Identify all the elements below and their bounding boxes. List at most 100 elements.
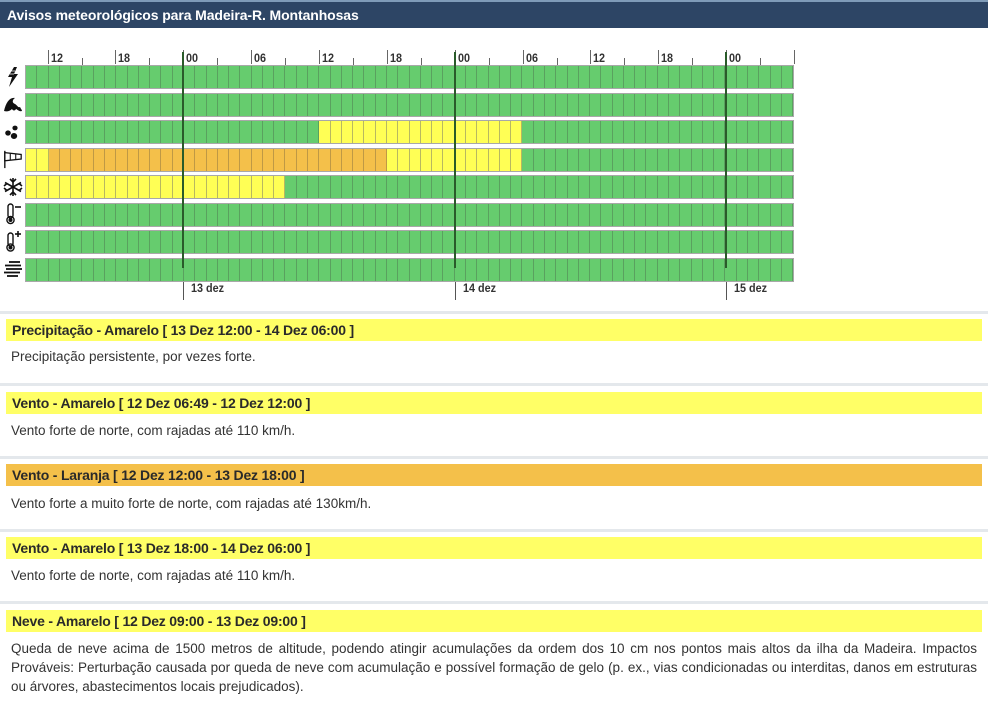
hour-cell[interactable] [567,66,579,88]
hour-cell[interactable] [127,121,139,143]
hour-cell[interactable] [353,176,365,198]
hour-cell[interactable] [443,231,455,253]
hour-cell[interactable] [770,121,782,143]
hour-cell[interactable] [702,204,715,226]
hour-cell[interactable] [319,231,331,253]
hour-cell[interactable] [262,94,275,116]
hour-cell[interactable] [635,149,647,171]
hour-cell[interactable] [499,204,512,226]
hour-cell[interactable] [556,231,568,253]
hour-cell[interactable] [499,176,512,198]
hour-cell[interactable] [465,259,478,281]
hour-cell[interactable] [432,204,444,226]
hour-cell[interactable] [285,94,297,116]
hour-cell[interactable] [680,94,692,116]
hour-cell[interactable] [364,66,376,88]
hour-cell[interactable] [82,259,94,281]
hour-cell[interactable] [229,66,241,88]
hour-cell[interactable] [195,66,207,88]
hour-cell[interactable] [635,66,647,88]
hour-cell[interactable] [59,231,72,253]
hour-cell[interactable] [646,121,658,143]
hour-cell[interactable] [183,94,196,116]
hour-cell[interactable] [262,176,275,198]
hour-cell[interactable] [138,121,151,143]
hour-cell[interactable] [635,259,647,281]
hour-cell[interactable] [725,204,737,226]
hour-cell[interactable] [161,231,173,253]
hour-cell[interactable] [601,149,613,171]
hour-cell[interactable] [691,121,703,143]
hour-cell[interactable] [781,259,794,281]
hour-cell[interactable] [183,259,196,281]
hour-cell[interactable] [195,204,207,226]
hour-cell[interactable] [623,259,636,281]
hour-cell[interactable] [48,204,60,226]
hour-cell[interactable] [296,204,309,226]
hour-cell[interactable] [26,121,38,143]
hour-cell[interactable] [748,94,760,116]
hour-cell[interactable] [691,231,703,253]
hour-cell[interactable] [443,176,455,198]
hour-cell[interactable] [409,231,421,253]
hour-cell[interactable] [544,149,557,171]
hour-cell[interactable] [454,94,466,116]
hour-cell[interactable] [522,259,534,281]
hour-cell[interactable] [195,231,207,253]
hour-cell[interactable] [330,149,342,171]
hour-cell[interactable] [48,231,60,253]
hour-cell[interactable] [251,121,263,143]
hour-cell[interactable] [262,231,275,253]
hour-cell[interactable] [26,94,38,116]
hour-cell[interactable] [387,66,399,88]
hour-cell[interactable] [206,94,218,116]
hour-cell[interactable] [217,176,230,198]
hour-cell[interactable] [353,149,365,171]
hour-cell[interactable] [104,259,117,281]
hour-cell[interactable] [488,149,500,171]
hour-cell[interactable] [454,121,466,143]
hour-cell[interactable] [781,66,794,88]
hour-cell[interactable] [104,121,117,143]
hour-cell[interactable] [499,259,512,281]
hour-cell[interactable] [364,149,376,171]
hour-cell[interactable] [229,204,241,226]
hour-cell[interactable] [669,149,681,171]
hour-cell[interactable] [533,149,545,171]
hour-cell[interactable] [420,149,433,171]
hour-cell[interactable] [420,94,433,116]
hour-cell[interactable] [319,204,331,226]
hour-cell[interactable] [161,149,173,171]
hour-cell[interactable] [341,176,354,198]
hour-cell[interactable] [736,204,748,226]
hour-cell[interactable] [26,231,38,253]
hour-cell[interactable] [319,149,331,171]
hour-cell[interactable] [669,231,681,253]
hour-cell[interactable] [657,176,670,198]
hour-cell[interactable] [691,204,703,226]
hour-cell[interactable] [556,121,568,143]
hour-cell[interactable] [319,94,331,116]
hour-cell[interactable] [26,176,38,198]
hour-cell[interactable] [116,121,128,143]
hour-cell[interactable] [161,66,173,88]
hour-cell[interactable] [623,204,636,226]
hour-cell[interactable] [736,94,748,116]
hour-cell[interactable] [646,66,658,88]
hour-cell[interactable] [82,121,94,143]
hour-cell[interactable] [736,66,748,88]
hour-cell[interactable] [567,149,579,171]
hour-cell[interactable] [240,259,252,281]
hour-cell[interactable] [93,231,105,253]
hour-cell[interactable] [116,204,128,226]
hour-cell[interactable] [646,94,658,116]
hour-cell[interactable] [578,121,591,143]
hour-cell[interactable] [714,149,726,171]
hour-cell[interactable] [26,66,38,88]
hour-cell[interactable] [601,66,613,88]
hour-cell[interactable] [578,149,591,171]
hour-cell[interactable] [511,94,523,116]
hour-cell[interactable] [544,176,557,198]
hour-cell[interactable] [330,66,342,88]
hour-cell[interactable] [387,231,399,253]
